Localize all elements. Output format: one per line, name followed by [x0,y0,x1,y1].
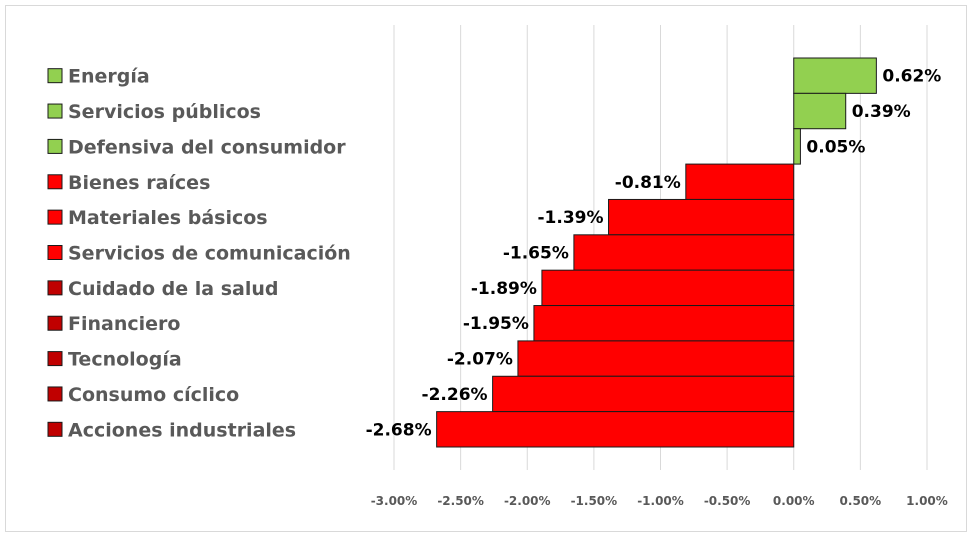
bar [541,269,795,307]
category-label: Financiero [68,313,180,335]
legend-swatch [47,421,63,437]
data-label: 0.39% [852,102,911,122]
data-label: -2.07% [447,350,513,370]
bar [793,57,877,94]
legend-swatch [47,280,63,296]
x-tick-label: -2.50% [437,494,484,508]
bar [436,411,795,448]
bar [793,92,847,130]
bar [533,305,795,342]
bar [793,128,801,165]
legend-swatch [47,209,63,225]
data-label: -1.39% [537,208,603,228]
category-label: Materiales básicos [68,207,268,229]
data-label: 0.05% [806,137,865,157]
bar [492,375,795,413]
x-tick-label: -0.50% [704,494,751,508]
category-label: Bienes raíces [68,172,210,194]
data-label: 0.62% [882,67,941,87]
legend-swatch [47,138,63,154]
legend-swatch [47,103,63,119]
x-tick-label: 0.50% [840,494,882,508]
data-label: -1.65% [503,244,569,264]
data-label: -2.26% [422,385,488,405]
x-tick-label: 0.00% [773,494,815,508]
legend-swatch [47,245,63,260]
bar [573,234,795,271]
category-label: Defensiva del consumidor [68,136,346,158]
x-tick-label: -3.00% [371,494,418,508]
legend-swatch [47,174,63,190]
data-label: -0.81% [615,173,681,193]
x-tick-label: -1.50% [571,494,618,508]
category-label: Servicios públicos [68,101,261,123]
category-label: Cuidado de la salud [68,278,279,300]
x-tick-label: 1.00% [906,494,948,508]
bar [685,163,795,200]
bar [608,198,795,236]
legend-swatch [47,68,63,84]
category-label: Consumo cíclico [68,384,239,406]
chart-frame [5,5,967,532]
category-label: Tecnología [68,349,182,371]
bar [517,340,795,377]
data-label: -2.68% [366,420,432,440]
legend-swatch [47,315,63,331]
x-tick-label: -1.00% [637,494,684,508]
data-label: -1.89% [471,279,537,299]
legend-swatch [47,386,63,402]
legend-swatch [47,351,63,367]
data-label: -1.95% [463,314,529,334]
category-label: Acciones industriales [68,419,296,441]
category-label: Energía [68,66,150,88]
x-tick-label: -2.00% [504,494,551,508]
category-label: Servicios de comunicación [68,243,351,265]
